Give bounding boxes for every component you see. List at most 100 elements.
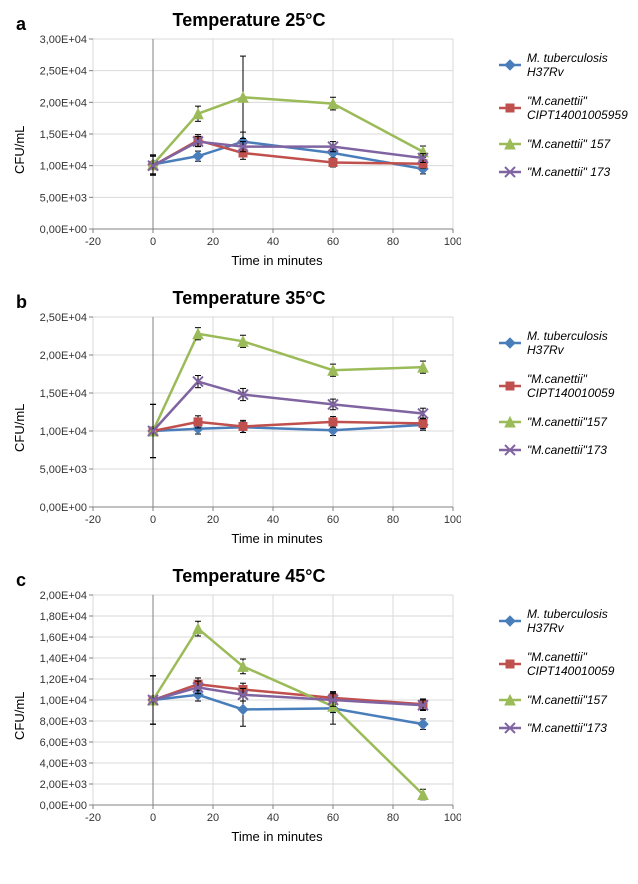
legend-item-tuberculosis: M. tuberculosis H37Rv (499, 607, 628, 636)
panel-label-c: c (16, 570, 26, 591)
ytick-label: 1,50E+04 (40, 388, 87, 400)
legend-label-canettii_157: "M.canettii" 157 (527, 137, 628, 151)
panel-a: a Temperature 25°C CFU/mL 0,00E+005,00E+… (10, 10, 628, 268)
ytick-label: 3,00E+04 (40, 34, 87, 46)
legend-marker-canettii_157 (499, 415, 521, 429)
xtick-label: 0 (150, 812, 156, 824)
y-axis-label: CFU/mL (10, 333, 29, 523)
legend-item-canettii_cipt: "M.canettii" CIPT140010059 (499, 650, 628, 679)
series-line-canettii_157 (153, 97, 423, 164)
legend: M. tuberculosis H37Rv "M.canettii" CIPT1… (493, 309, 628, 471)
legend-label-tuberculosis: M. tuberculosis H37Rv (527, 607, 628, 636)
panel-b: b Temperature 35°C CFU/mL 0,00E+005,00E+… (10, 288, 628, 546)
ytick-label: 1,00E+04 (40, 161, 87, 173)
ytick-label: 2,00E+04 (40, 97, 87, 109)
xtick-label: 60 (327, 514, 339, 526)
ytick-label: 2,50E+04 (40, 66, 87, 78)
xtick-label: 40 (267, 514, 279, 526)
panel-label-a: a (16, 14, 26, 35)
chart-title: Temperature 45°C (0, 566, 628, 587)
xtick-label: 100 (444, 812, 461, 824)
xtick-label: -20 (85, 812, 101, 824)
ytick-label: 1,00E+04 (40, 426, 87, 438)
legend-item-canettii_cipt: "M.canettii" CIPT140010059 (499, 372, 628, 401)
legend: M. tuberculosis H37Rv "M.canettii" CIPT1… (493, 31, 628, 193)
ytick-label: 2,00E+03 (40, 779, 87, 791)
legend-item-canettii_cipt: "M.canettii" CIPT14001005959 (499, 94, 628, 123)
legend-label-canettii_157: "M.canettii"157 (527, 415, 628, 429)
xtick-label: -20 (85, 236, 101, 248)
x-axis-label: Time in minutes (29, 829, 493, 844)
ytick-label: 1,00E+04 (40, 695, 87, 707)
legend-marker-tuberculosis (499, 614, 521, 628)
ytick-label: 1,80E+04 (40, 611, 87, 623)
xtick-label: 40 (267, 236, 279, 248)
series-line-tuberculosis (153, 695, 423, 724)
legend-item-canettii_157: "M.canettii" 157 (499, 137, 628, 151)
xtick-label: 0 (150, 236, 156, 248)
series-line-canettii_157 (153, 629, 423, 795)
legend-marker-canettii_173 (499, 165, 521, 179)
legend-item-tuberculosis: M. tuberculosis H37Rv (499, 329, 628, 358)
xtick-label: 60 (327, 812, 339, 824)
xtick-label: 20 (207, 236, 219, 248)
chart-svg: 0,00E+00 5,00E+03 1,00E+04 1,50E+04 2,00E+04… (29, 31, 461, 257)
xtick-label: 100 (444, 236, 461, 248)
legend-label-canettii_173: "M.canettii"173 (527, 443, 628, 457)
ytick-label: 0,00E+00 (40, 800, 87, 812)
legend-marker-canettii_173 (499, 443, 521, 457)
ytick-label: 2,00E+04 (40, 590, 87, 602)
ytick-label: 8,00E+03 (40, 716, 87, 728)
chart-title: Temperature 35°C (0, 288, 628, 309)
chart-svg: 0,00E+00 2,00E+03 4,00E+03 6,00E+03 8,00E+03… (29, 587, 461, 833)
legend-item-canettii_173: "M.canettii" 173 (499, 165, 628, 179)
y-axis-label: CFU/mL (10, 611, 29, 821)
ytick-label: 5,00E+03 (40, 192, 87, 204)
ytick-label: 1,60E+04 (40, 632, 87, 644)
y-axis-label: CFU/mL (10, 55, 29, 245)
chart-svg: 0,00E+00 5,00E+03 1,00E+04 1,50E+04 2,00E+04… (29, 309, 461, 535)
legend-label-canettii_cipt: "M.canettii" CIPT14001005959 (527, 94, 628, 123)
chart-title: Temperature 25°C (0, 10, 628, 31)
xtick-label: 60 (327, 236, 339, 248)
ytick-label: 2,50E+04 (40, 312, 87, 324)
legend-item-tuberculosis: M. tuberculosis H37Rv (499, 51, 628, 80)
xtick-label: 40 (267, 812, 279, 824)
legend-marker-canettii_cipt (499, 379, 521, 393)
legend-item-canettii_157: "M.canettii"157 (499, 415, 628, 429)
ytick-label: 0,00E+00 (40, 502, 87, 514)
legend-label-canettii_173: "M.canettii" 173 (527, 165, 628, 179)
legend-item-canettii_173: "M.canettii"173 (499, 721, 628, 735)
xtick-label: 20 (207, 812, 219, 824)
legend-label-tuberculosis: M. tuberculosis H37Rv (527, 51, 628, 80)
xtick-label: 20 (207, 514, 219, 526)
ytick-label: 1,20E+04 (40, 674, 87, 686)
legend-marker-canettii_173 (499, 721, 521, 735)
legend-marker-canettii_157 (499, 137, 521, 151)
xtick-label: 80 (387, 236, 399, 248)
ytick-label: 0,00E+00 (40, 224, 87, 236)
legend-label-canettii_cipt: "M.canettii" CIPT140010059 (527, 372, 628, 401)
ytick-label: 1,50E+04 (40, 129, 87, 141)
ytick-label: 6,00E+03 (40, 737, 87, 749)
legend-item-canettii_173: "M.canettii"173 (499, 443, 628, 457)
panel-c: c Temperature 45°C CFU/mL 0,00E+002,00E+… (10, 566, 628, 844)
xtick-label: 80 (387, 812, 399, 824)
ytick-label: 5,00E+03 (40, 464, 87, 476)
ytick-label: 2,00E+04 (40, 350, 87, 362)
x-axis-label: Time in minutes (29, 253, 493, 268)
legend-label-tuberculosis: M. tuberculosis H37Rv (527, 329, 628, 358)
xtick-label: -20 (85, 514, 101, 526)
legend-marker-tuberculosis (499, 58, 521, 72)
legend-label-canettii_157: "M.canettii"157 (527, 693, 628, 707)
x-axis-label: Time in minutes (29, 531, 493, 546)
panel-label-b: b (16, 292, 27, 313)
xtick-label: 80 (387, 514, 399, 526)
legend-item-canettii_157: "M.canettii"157 (499, 693, 628, 707)
legend-marker-canettii_157 (499, 693, 521, 707)
xtick-label: 100 (444, 514, 461, 526)
ytick-label: 4,00E+03 (40, 758, 87, 770)
legend-label-canettii_173: "M.canettii"173 (527, 721, 628, 735)
ytick-label: 1,40E+04 (40, 653, 87, 665)
series-line-canettii_157 (153, 334, 423, 431)
